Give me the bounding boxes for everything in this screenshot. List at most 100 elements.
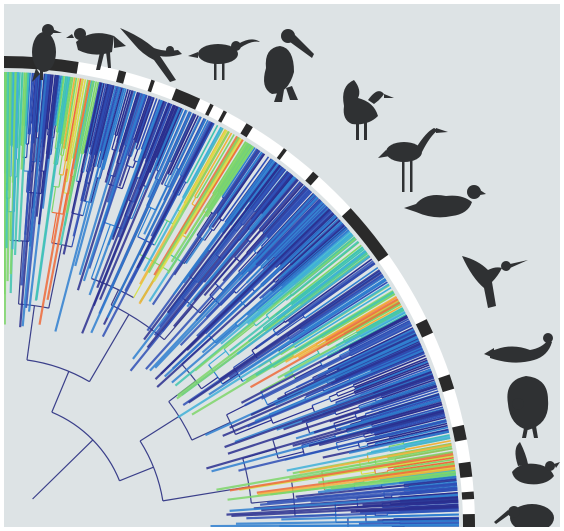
tree-branch: [186, 124, 219, 184]
tree-stem: [289, 352, 320, 370]
tree-tip-branch: [19, 73, 42, 328]
tree-stem: [82, 201, 88, 216]
pigeon-icon: [404, 185, 486, 218]
tree-stem: [110, 289, 120, 306]
tree-tip-branch: [370, 434, 451, 454]
tree-branch: [261, 183, 304, 232]
tree-branch: [16, 72, 21, 149]
tree-branch: [355, 360, 429, 391]
tree-stem: [133, 149, 139, 161]
tree-tip-branch: [20, 72, 28, 170]
tree-tip-branch: [284, 310, 406, 378]
tree-stem: [178, 182, 187, 196]
phylogeny-figure: [4, 4, 560, 527]
tree-tip-branch: [182, 159, 275, 284]
tree-stem: [356, 414, 366, 419]
tree-tip-branch: [305, 345, 422, 398]
tree-branch: [11, 72, 15, 146]
tree-stem: [222, 373, 239, 385]
tree-tip-branch: [160, 113, 196, 186]
tree-tip-branch: [277, 333, 417, 401]
tree-stem: [335, 406, 360, 416]
tree-node-arc: [196, 234, 206, 241]
tree-branch: [279, 213, 335, 266]
tree-branch: [181, 126, 222, 199]
tree-stem: [53, 148, 57, 165]
tree-tip-branch: [206, 142, 250, 209]
tree-stem: [51, 186, 57, 213]
tree-branch: [374, 416, 446, 436]
tree-stem: [339, 349, 350, 357]
tree-branch: [116, 89, 131, 136]
tree-stem: [75, 153, 83, 182]
tree-tip-branch: [4, 71, 7, 325]
tree-tip-branch: [99, 107, 183, 301]
tree-branch: [346, 401, 442, 431]
tree-branch: [46, 74, 54, 130]
tree-stem: [260, 264, 282, 285]
tree-stem: [242, 210, 255, 226]
tree-stem: [223, 323, 256, 350]
tree-stem: [40, 171, 45, 194]
tree-branch: [266, 189, 311, 238]
tree-branch: [404, 477, 457, 486]
tree-tip-branch: [147, 130, 230, 274]
tree-tip-branch: [223, 164, 282, 239]
tree-branch: [292, 281, 388, 344]
tree-branch: [179, 119, 209, 176]
tree-branch: [62, 77, 76, 149]
vulture-icon: [66, 28, 126, 70]
clade-block: [415, 319, 434, 338]
tree-stem: [337, 444, 360, 451]
tree-stem: [215, 324, 237, 344]
tree-branch: [370, 413, 446, 435]
tree-tip-branch: [204, 210, 333, 335]
tree-tip-branch: [153, 168, 287, 336]
tree-stem: [328, 393, 338, 398]
tree-tip-branch: [158, 167, 285, 328]
tree-tip-branch: [177, 283, 390, 419]
tree-stem: [262, 305, 293, 329]
tree-tip-branch: [184, 151, 264, 265]
tree-stem: [201, 376, 219, 390]
tree-branch: [374, 415, 446, 435]
tree-tip-branch: [239, 278, 387, 375]
tree-tip-branch: [34, 76, 69, 301]
tree-tip-branch: [24, 74, 51, 309]
tree-stem: [48, 244, 63, 309]
tree-stem: [313, 374, 326, 381]
tree-branch: [258, 181, 301, 230]
tree-tip-branch: [246, 234, 354, 325]
tree-tip-branch: [92, 104, 177, 307]
clade-block: [240, 123, 253, 138]
clade-block: [276, 148, 287, 161]
tree-tip-branch: [228, 274, 384, 379]
tree-stem: [90, 224, 111, 279]
tree-tip-branch: [163, 215, 337, 378]
tree-branch: [80, 81, 98, 154]
tree-tip-branch: [358, 521, 459, 525]
tree-tip-branch: [292, 402, 443, 447]
tree-stem: [234, 240, 250, 258]
tree-branch: [102, 88, 127, 170]
tree-branch: [88, 82, 105, 148]
kiwi-icon: [494, 504, 554, 527]
tree-branch: [20, 72, 26, 146]
tree-stem: [336, 385, 354, 394]
tree-tip-branch: [160, 208, 331, 375]
tree-branch: [355, 305, 403, 333]
tree-tip-branch: [18, 72, 30, 243]
tree-branch: [270, 225, 346, 292]
tree-stem: [168, 168, 179, 188]
tree-tip-branch: [153, 135, 239, 276]
tree-branch: [303, 276, 385, 331]
tree-branch: [32, 73, 40, 144]
tree-tip-branch: [143, 116, 202, 235]
tree-tip-branch: [224, 370, 433, 449]
tree-stem: [82, 146, 90, 173]
tree-stem: [365, 435, 389, 443]
tree-branch: [29, 72, 35, 135]
tree-stem: [54, 132, 58, 149]
tree-stem: [260, 259, 268, 267]
tree-branch: [25, 72, 31, 145]
